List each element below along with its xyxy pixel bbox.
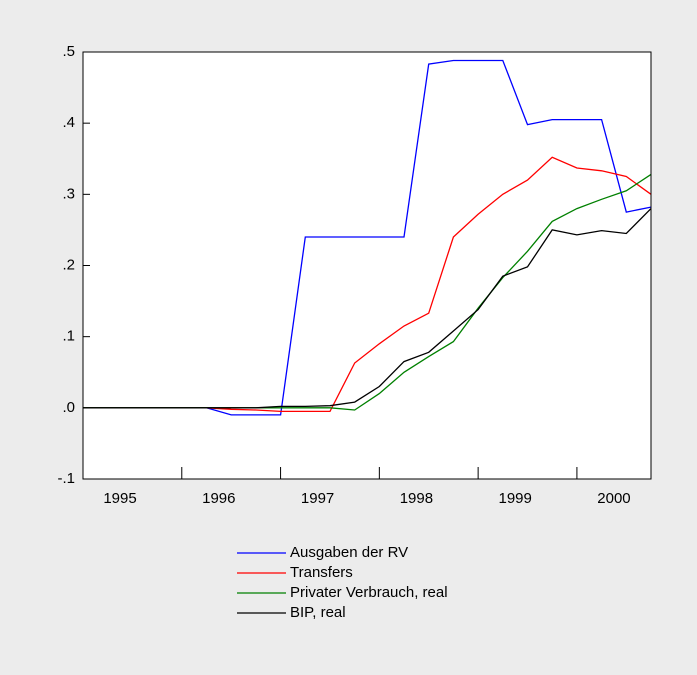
plot-area <box>83 52 651 479</box>
legend-label: BIP, real <box>290 604 346 621</box>
legend-label: Ausgaben der RV <box>290 544 408 561</box>
y-tick-label: .3 <box>62 185 75 202</box>
x-tick-label: 1998 <box>400 490 433 507</box>
x-tick-label: 2000 <box>597 490 630 507</box>
x-tick-label: 1999 <box>498 490 531 507</box>
legend-label: Transfers <box>290 564 353 581</box>
y-tick-label: .0 <box>62 399 75 416</box>
y-tick-label: .5 <box>62 43 75 60</box>
x-tick-label: 1997 <box>301 490 334 507</box>
x-tick-label: 1995 <box>103 490 136 507</box>
y-tick-label: .4 <box>62 114 75 131</box>
legend-label: Privater Verbrauch, real <box>290 584 448 601</box>
y-tick-label: .2 <box>62 256 75 273</box>
plot-frame <box>82 51 652 480</box>
x-tick-label: 1996 <box>202 490 235 507</box>
y-tick-label: .1 <box>62 328 75 345</box>
data-line <box>83 208 652 409</box>
y-tick-label: -.1 <box>57 470 75 487</box>
